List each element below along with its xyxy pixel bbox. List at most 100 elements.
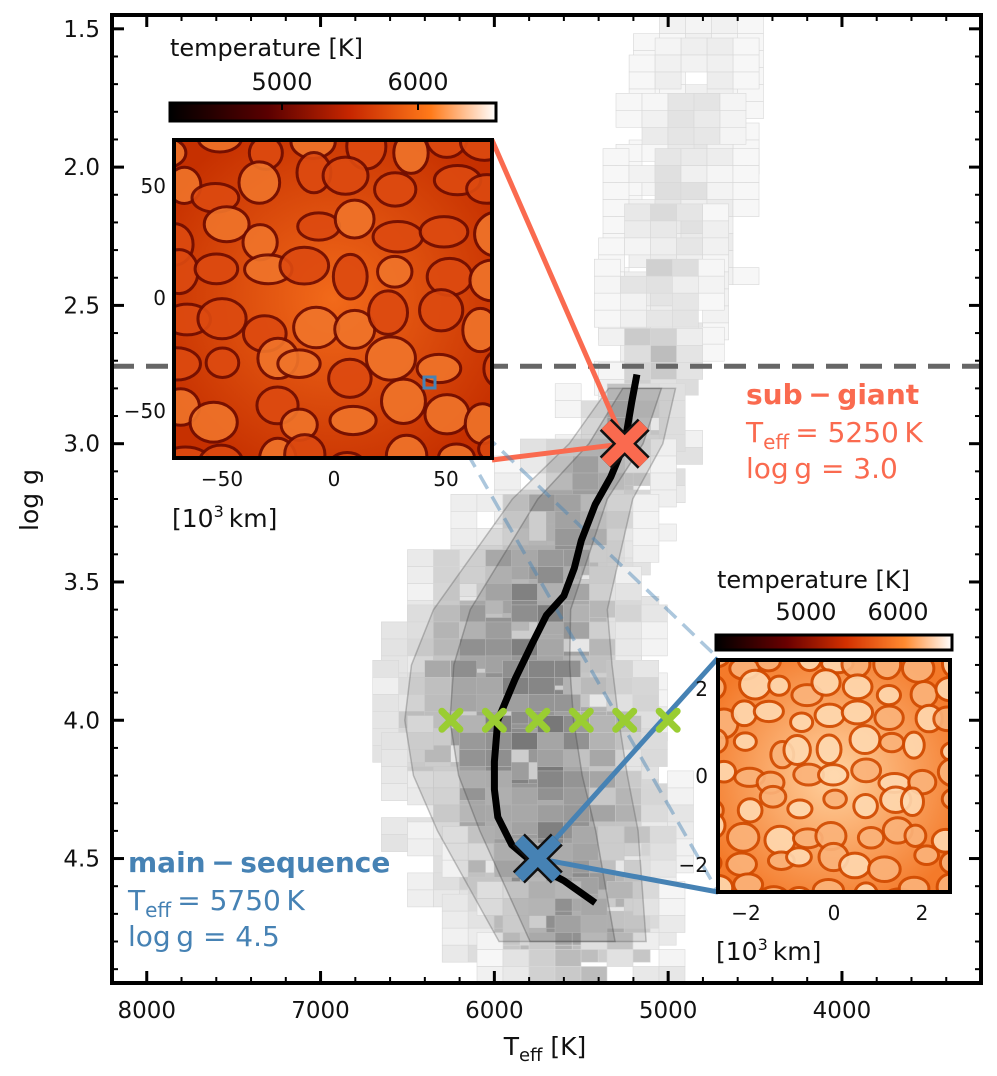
histogram-cell xyxy=(606,949,634,967)
histogram-cell xyxy=(450,527,478,546)
granule xyxy=(752,699,785,724)
granule xyxy=(321,155,370,196)
granule xyxy=(913,844,941,866)
histogram-cell xyxy=(450,510,478,529)
histogram-cell xyxy=(641,604,668,623)
histogram-cell xyxy=(667,127,695,145)
histogram-cell xyxy=(711,16,738,35)
histogram-cell xyxy=(671,275,699,294)
mainsequence-colorbar-tick: 5000 xyxy=(775,598,836,626)
granule xyxy=(276,348,322,379)
density-contours xyxy=(404,387,677,943)
histogram-cell xyxy=(381,783,408,801)
granule xyxy=(198,443,244,458)
granule xyxy=(850,757,883,784)
inset-connector-lines xyxy=(428,138,720,895)
subgiant-inset-unit: [103 km] xyxy=(172,502,277,533)
granule xyxy=(327,357,373,399)
subgiant-inset-xtick: −50 xyxy=(201,467,243,491)
histogram-cell xyxy=(407,889,434,908)
histogram-cell xyxy=(676,345,703,363)
histogram-cell xyxy=(441,893,469,912)
granule xyxy=(872,660,903,681)
histogram-cell xyxy=(732,199,760,217)
histogram-cell xyxy=(706,71,734,90)
granule xyxy=(840,699,875,726)
grid-marker xyxy=(655,707,681,733)
grid-marker xyxy=(568,707,594,733)
granule xyxy=(732,731,758,752)
granule xyxy=(465,173,492,205)
histogram-cell xyxy=(702,203,729,222)
histogram-cell xyxy=(615,93,643,111)
mainsequence-inset: temperature [K] 5000 6000 2 0 −2 −2 0 2 … xyxy=(679,566,954,966)
mainsequence-colorbar xyxy=(714,633,954,652)
granule xyxy=(822,788,848,810)
mainsequence-logg: log g = 4.5 xyxy=(128,920,280,953)
zoom-connector xyxy=(428,380,720,660)
histogram-cell xyxy=(615,110,643,128)
granule xyxy=(202,205,251,244)
subgiant-granulation-pattern xyxy=(174,140,492,458)
histogram-cell xyxy=(659,16,686,35)
histogram-cell xyxy=(658,915,686,933)
histogram-cell xyxy=(706,148,734,166)
granule xyxy=(371,220,425,254)
histogram-cell xyxy=(441,859,469,878)
granule xyxy=(725,851,758,877)
histogram-cell xyxy=(641,110,669,128)
histogram-cell xyxy=(706,182,734,200)
histogram-cell xyxy=(554,659,582,678)
y-axis-label: log g xyxy=(15,469,44,531)
histogram-cell xyxy=(441,910,469,929)
histogram-cell xyxy=(615,604,642,623)
histogram-cell xyxy=(441,927,469,946)
histogram-cell xyxy=(697,292,725,311)
histogram-cell xyxy=(693,127,721,145)
grid-marker xyxy=(525,707,551,733)
granule xyxy=(380,377,427,425)
histogram-cell xyxy=(407,583,434,601)
y-tick-label: 4.5 xyxy=(63,847,100,873)
granule xyxy=(856,825,886,850)
granule xyxy=(725,821,761,853)
histogram-cell xyxy=(632,659,660,678)
histogram-cell xyxy=(632,527,660,546)
granule xyxy=(786,798,814,820)
granule xyxy=(718,811,727,839)
granule xyxy=(736,797,764,824)
histogram-cell xyxy=(654,165,682,183)
histogram-cell xyxy=(671,292,699,311)
granule xyxy=(758,784,788,809)
histogram-cell xyxy=(624,220,651,239)
granule xyxy=(482,350,492,387)
histogram-cell xyxy=(555,984,581,1001)
histogram-cell xyxy=(719,127,747,145)
histogram-cell xyxy=(697,258,725,277)
granule xyxy=(815,733,843,766)
subgiant-inset-ytick: 0 xyxy=(153,286,166,310)
histogram-cell xyxy=(654,37,682,56)
granule xyxy=(934,675,950,703)
subgiant-title: sub − giant xyxy=(746,378,919,411)
granule xyxy=(730,699,759,728)
histogram-cell xyxy=(624,345,651,363)
granule xyxy=(785,846,813,868)
granule xyxy=(813,702,846,729)
mainsequence-inset-ytick: 0 xyxy=(695,764,708,788)
histogram-cell xyxy=(607,1001,633,1018)
histogram-cell xyxy=(645,309,673,328)
histogram-cell xyxy=(702,220,729,239)
granule xyxy=(392,140,430,175)
histogram-cell xyxy=(667,110,695,128)
granule xyxy=(841,673,874,701)
histogram-cell xyxy=(650,328,677,346)
histogram-cell xyxy=(702,237,729,256)
histogram-cell xyxy=(680,182,708,200)
histogram-cell xyxy=(645,275,673,294)
histogram-cell xyxy=(706,37,734,56)
subgiant-logg: log g = 3.0 xyxy=(746,452,898,485)
histogram-cell xyxy=(632,510,660,529)
histogram-cell xyxy=(381,749,408,767)
subgiant-colorbar-title: temperature [K] xyxy=(170,34,363,62)
